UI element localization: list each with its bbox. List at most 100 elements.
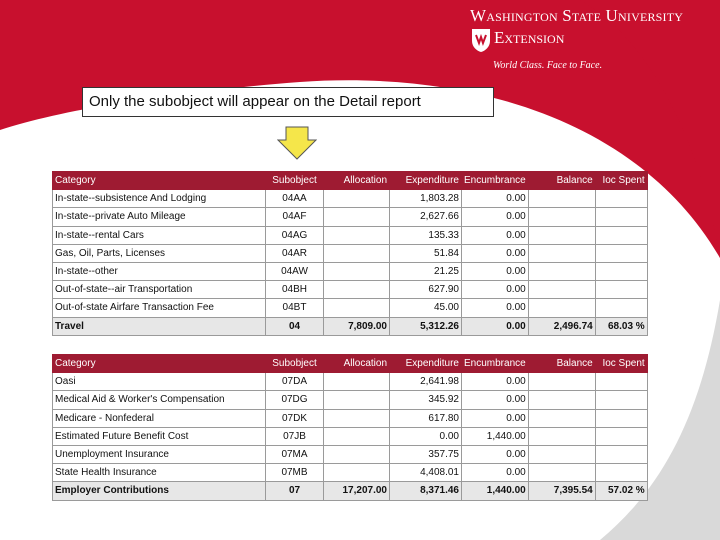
ioc-spent-cell: Ioc Spent xyxy=(594,353,648,374)
table-row: Medical Aid & Worker's Compensation 07DG 3… xyxy=(52,390,648,410)
subobject-cell: 07DG xyxy=(265,390,324,410)
balance-cell xyxy=(527,463,596,483)
category-cell: Oasi xyxy=(52,372,266,392)
subobject-cell: 04 xyxy=(265,316,324,336)
ioc-spent-cell xyxy=(594,372,648,392)
encumbrance-cell: 0.00 xyxy=(461,243,529,263)
subobject-cell: 07MB xyxy=(265,463,324,483)
balance-cell: 7,395.54 xyxy=(527,481,596,501)
allocation-cell xyxy=(323,243,390,263)
expenditure-cell: 357.75 xyxy=(389,444,462,465)
allocation-cell xyxy=(323,225,390,245)
encumbrance-cell: 0.00 xyxy=(461,298,529,318)
balance-cell xyxy=(527,243,596,263)
expenditure-cell: Expenditure xyxy=(389,353,462,374)
extension-name: Extension xyxy=(494,28,565,47)
table-row: Out-of-state Airfare Transaction Fee 04BT… xyxy=(52,298,648,318)
category-cell: In-state--subsistence And Lodging xyxy=(52,189,266,209)
cougar-head-icon xyxy=(472,29,490,52)
allocation-cell xyxy=(323,261,390,282)
table-total-row: Travel 04 7,809.00 5,312.26 0.00 2,496.74 68.0… xyxy=(52,316,648,336)
balance-cell xyxy=(527,426,596,446)
encumbrance-cell: 0.00 xyxy=(461,261,529,282)
table-row: In-state--other 04AW 21.25 0.00 xyxy=(52,261,648,282)
table-header-row: Category Subobject Allocation Expenditure En… xyxy=(52,170,648,191)
category-cell: Gas, Oil, Parts, Licenses xyxy=(52,243,266,263)
expenditure-cell: 135.33 xyxy=(389,225,462,245)
subobject-cell: 07MA xyxy=(265,444,324,465)
category-cell: In-state--other xyxy=(52,261,266,282)
subobject-cell: 04AR xyxy=(265,243,324,263)
ioc-spent-cell xyxy=(594,426,648,446)
balance-cell xyxy=(527,225,596,245)
subobject-cell: 04BT xyxy=(265,298,324,318)
category-cell: Out-of-state Airfare Transaction Fee xyxy=(52,298,266,318)
category-cell: Unemployment Insurance xyxy=(52,444,266,465)
balance-cell: 2,496.74 xyxy=(527,316,596,336)
balance-cell xyxy=(527,444,596,465)
university-name: Washington State University xyxy=(470,6,684,25)
expenditure-cell: 2,641.98 xyxy=(389,372,462,392)
category-cell: Medicare - Nonfederal xyxy=(52,408,266,428)
expenditure-cell: 8,371.46 xyxy=(389,481,462,501)
employer-contributions-table: Category Subobject Allocation Expenditure En… xyxy=(52,353,648,501)
table-total-row: Employer Contributions 07 17,207.00 8,371.4… xyxy=(52,481,648,501)
allocation-cell xyxy=(323,408,390,428)
subobject-cell: 07DK xyxy=(265,408,324,428)
allocation-cell: Allocation xyxy=(323,353,390,374)
category-cell: Travel xyxy=(52,316,266,336)
table-row: In-state--private Auto Mileage 04AF 2,627.… xyxy=(52,207,648,227)
ioc-spent-cell: 68.03 % xyxy=(594,316,648,336)
down-arrow-icon xyxy=(277,126,317,160)
encumbrance-cell: 0.00 xyxy=(461,189,529,209)
category-cell: Out-of-state--air Transportation xyxy=(52,280,266,300)
category-cell: Estimated Future Benefit Cost xyxy=(52,426,266,446)
subobject-cell: 04AW xyxy=(265,261,324,282)
category-cell: Employer Contributions xyxy=(52,481,266,501)
ioc-spent-cell: 57.02 % xyxy=(594,481,648,501)
subobject-cell: 07DA xyxy=(265,372,324,392)
table-row: In-state--rental Cars 04AG 135.33 0.00 xyxy=(52,225,648,245)
encumbrance-cell: 1,440.00 xyxy=(461,481,529,501)
encumbrance-cell: 0.00 xyxy=(461,463,529,483)
allocation-cell xyxy=(323,444,390,465)
subobject-cell: 04AG xyxy=(265,225,324,245)
table-row: State Health Insurance 07MB 4,408.01 0.00 xyxy=(52,463,648,483)
category-cell: Category xyxy=(52,353,266,374)
allocation-cell xyxy=(323,189,390,209)
table-row: Oasi 07DA 2,641.98 0.00 xyxy=(52,372,648,392)
table-row: Medicare - Nonfederal 07DK 617.80 0.00 xyxy=(52,408,648,428)
category-cell: State Health Insurance xyxy=(52,463,266,483)
ioc-spent-cell xyxy=(594,261,648,282)
allocation-cell xyxy=(323,372,390,392)
ioc-spent-cell xyxy=(594,444,648,465)
expenditure-cell: 4,408.01 xyxy=(389,463,462,483)
callout-text: Only the subobject will appear on the De… xyxy=(89,93,421,110)
expenditure-cell: 5,312.26 xyxy=(389,316,462,336)
ioc-spent-cell xyxy=(594,390,648,410)
table-row: Gas, Oil, Parts, Licenses 04AR 51.84 0.00 xyxy=(52,243,648,263)
encumbrance-cell: 0.00 xyxy=(461,280,529,300)
expenditure-cell: 0.00 xyxy=(389,426,462,446)
balance-cell xyxy=(527,261,596,282)
encumbrance-cell: 0.00 xyxy=(461,408,529,428)
encumbrance-cell: 0.00 xyxy=(461,390,529,410)
balance-cell xyxy=(527,390,596,410)
encumbrance-cell: Encumbrance xyxy=(461,353,529,374)
expenditure-cell: 627.90 xyxy=(389,280,462,300)
encumbrance-cell: Encumbrance xyxy=(461,170,529,191)
expenditure-cell: 21.25 xyxy=(389,261,462,282)
balance-cell xyxy=(527,189,596,209)
encumbrance-cell: 0.00 xyxy=(461,207,529,227)
expenditure-cell: 1,803.28 xyxy=(389,189,462,209)
allocation-cell xyxy=(323,207,390,227)
tagline: World Class. Face to Face. xyxy=(493,60,603,71)
encumbrance-cell: 0.00 xyxy=(461,372,529,392)
expenditure-cell: 51.84 xyxy=(389,243,462,263)
ioc-spent-cell xyxy=(594,207,648,227)
encumbrance-cell: 0.00 xyxy=(461,316,529,336)
ioc-spent-cell: Ioc Spent xyxy=(594,170,648,191)
allocation-cell xyxy=(323,280,390,300)
ioc-spent-cell xyxy=(594,298,648,318)
encumbrance-cell: 1,440.00 xyxy=(461,426,529,446)
